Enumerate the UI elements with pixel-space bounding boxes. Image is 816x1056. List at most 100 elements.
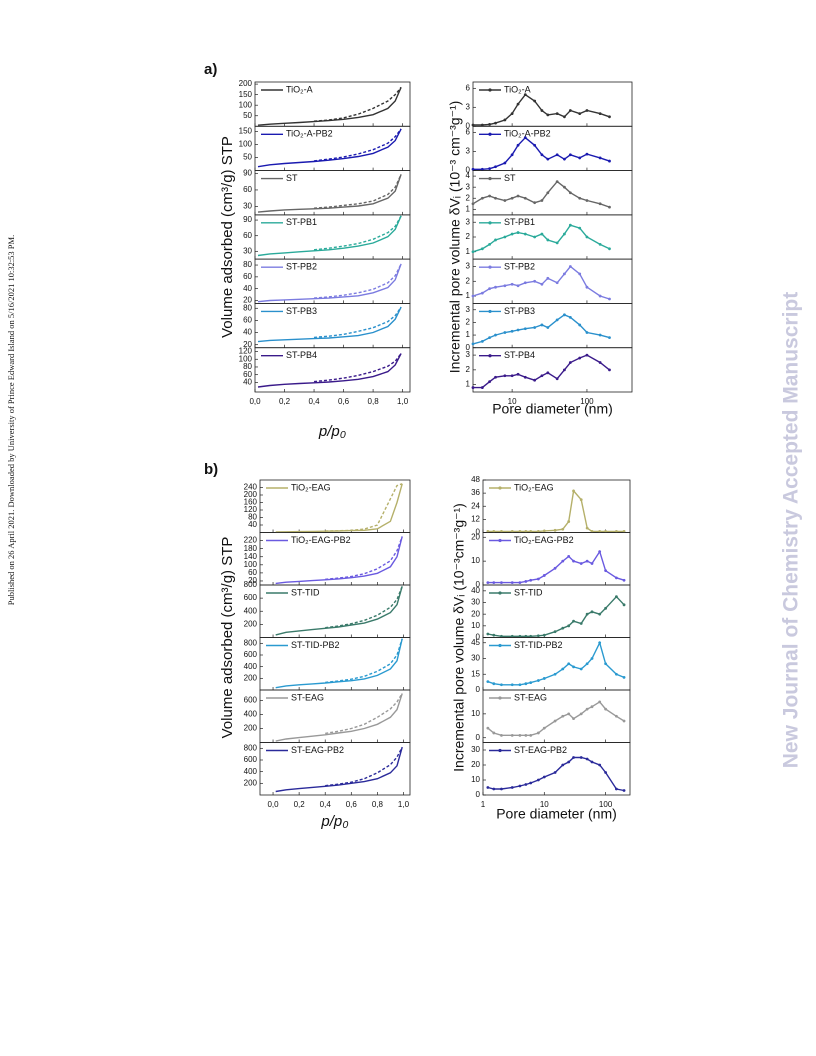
data-point [492, 633, 496, 637]
data-point [585, 331, 589, 334]
data-point [546, 191, 550, 195]
data-point [536, 577, 540, 581]
data-point [518, 683, 522, 687]
data-line [487, 756, 625, 792]
legend-marker [488, 265, 492, 269]
y-tick-label: 80 [248, 513, 257, 522]
data-point [546, 238, 550, 242]
y-tick-label: 400 [244, 710, 258, 719]
y-tick-label: 200 [244, 724, 258, 733]
legend-label: ST-PB3 [286, 306, 317, 316]
desorption-line [325, 638, 403, 684]
panel-frame [254, 347, 411, 393]
data-line [275, 536, 403, 585]
data-point [540, 282, 544, 286]
y-tick-label: 80 [243, 362, 252, 371]
data-point [585, 612, 589, 616]
data-point [488, 122, 491, 126]
data-point [578, 272, 582, 276]
legend-marker [498, 591, 502, 595]
data-point [503, 199, 507, 202]
data-line [473, 354, 610, 389]
x-tick-label: 0,2 [294, 800, 306, 809]
x-tick-label: 10 [508, 397, 517, 406]
y-tick-label: 40 [243, 377, 252, 386]
y-tick-label: 20 [243, 340, 252, 349]
y-tick-label: 3 [466, 182, 471, 191]
legend-marker [498, 643, 502, 648]
data-point [523, 93, 527, 97]
y-tick-label: 1 [466, 380, 471, 389]
x-tick-label: 1,0 [397, 397, 409, 406]
data-line [275, 483, 403, 533]
x-tick-label: 1,0 [398, 800, 410, 809]
x-tick-label: 100 [599, 800, 613, 809]
y-tick-label: 30 [243, 246, 252, 255]
data-point [546, 157, 550, 161]
data-point [523, 375, 527, 379]
data-point [604, 569, 608, 573]
data-point [585, 285, 589, 289]
y-tick-label: 0 [466, 343, 471, 352]
y-tick-label: 60 [243, 370, 252, 379]
panel-frame [472, 81, 633, 127]
data-point [524, 580, 528, 583]
data-line [472, 265, 610, 300]
data-point [546, 371, 550, 375]
data-line [257, 263, 402, 303]
data-point [510, 112, 514, 116]
data-point [486, 581, 490, 585]
data-point [585, 109, 589, 112]
y-tick-label: 80 [243, 260, 252, 269]
x-tick-label: 0,6 [346, 800, 358, 809]
data-point [598, 333, 602, 337]
y-tick-label: 40 [471, 586, 480, 595]
data-line [472, 224, 610, 253]
y-tick-label: 60 [243, 231, 252, 240]
data-point [579, 667, 583, 671]
data-point [503, 161, 507, 165]
data-point [604, 771, 608, 774]
data-point [578, 356, 582, 360]
y-tick-label: 15 [471, 669, 480, 678]
data-point [542, 529, 546, 533]
data-point [561, 527, 565, 531]
desorption-line [313, 86, 402, 122]
data-point [585, 235, 589, 239]
data-point [540, 199, 544, 202]
y-tick-label: 0 [466, 166, 471, 175]
y-tick-label: 150 [239, 127, 253, 136]
data-point [488, 380, 491, 384]
data-point [563, 115, 566, 119]
data-point [579, 498, 583, 502]
y-tick-label: 3 [466, 305, 471, 314]
data-point [503, 235, 507, 239]
data-point [572, 559, 575, 563]
panel-frame [482, 742, 631, 796]
data-point [622, 719, 626, 723]
y-tick-label: 200 [239, 79, 253, 88]
data-point [555, 377, 559, 381]
data-point [579, 756, 583, 759]
y-tick-label: 60 [248, 568, 257, 577]
data-point [540, 232, 544, 236]
data-point [540, 153, 544, 157]
data-point [568, 361, 572, 364]
data-point [523, 232, 527, 236]
data-point [546, 113, 550, 117]
legend-label: ST-EAG [291, 692, 324, 702]
desorption-line [313, 306, 402, 339]
data-point [561, 559, 565, 563]
data-point [488, 336, 491, 339]
y-tick-label: 4 [466, 171, 471, 180]
data-point [553, 771, 557, 774]
y-tick-label: 600 [244, 696, 258, 705]
y-tick-label: 90 [243, 215, 252, 224]
x-tick-label: 0,0 [267, 800, 279, 809]
y-tick-label: 1 [466, 204, 471, 213]
legend-marker [498, 748, 502, 753]
y-tick-label: 20 [471, 760, 480, 769]
data-line [257, 87, 402, 126]
data-point [518, 581, 522, 585]
